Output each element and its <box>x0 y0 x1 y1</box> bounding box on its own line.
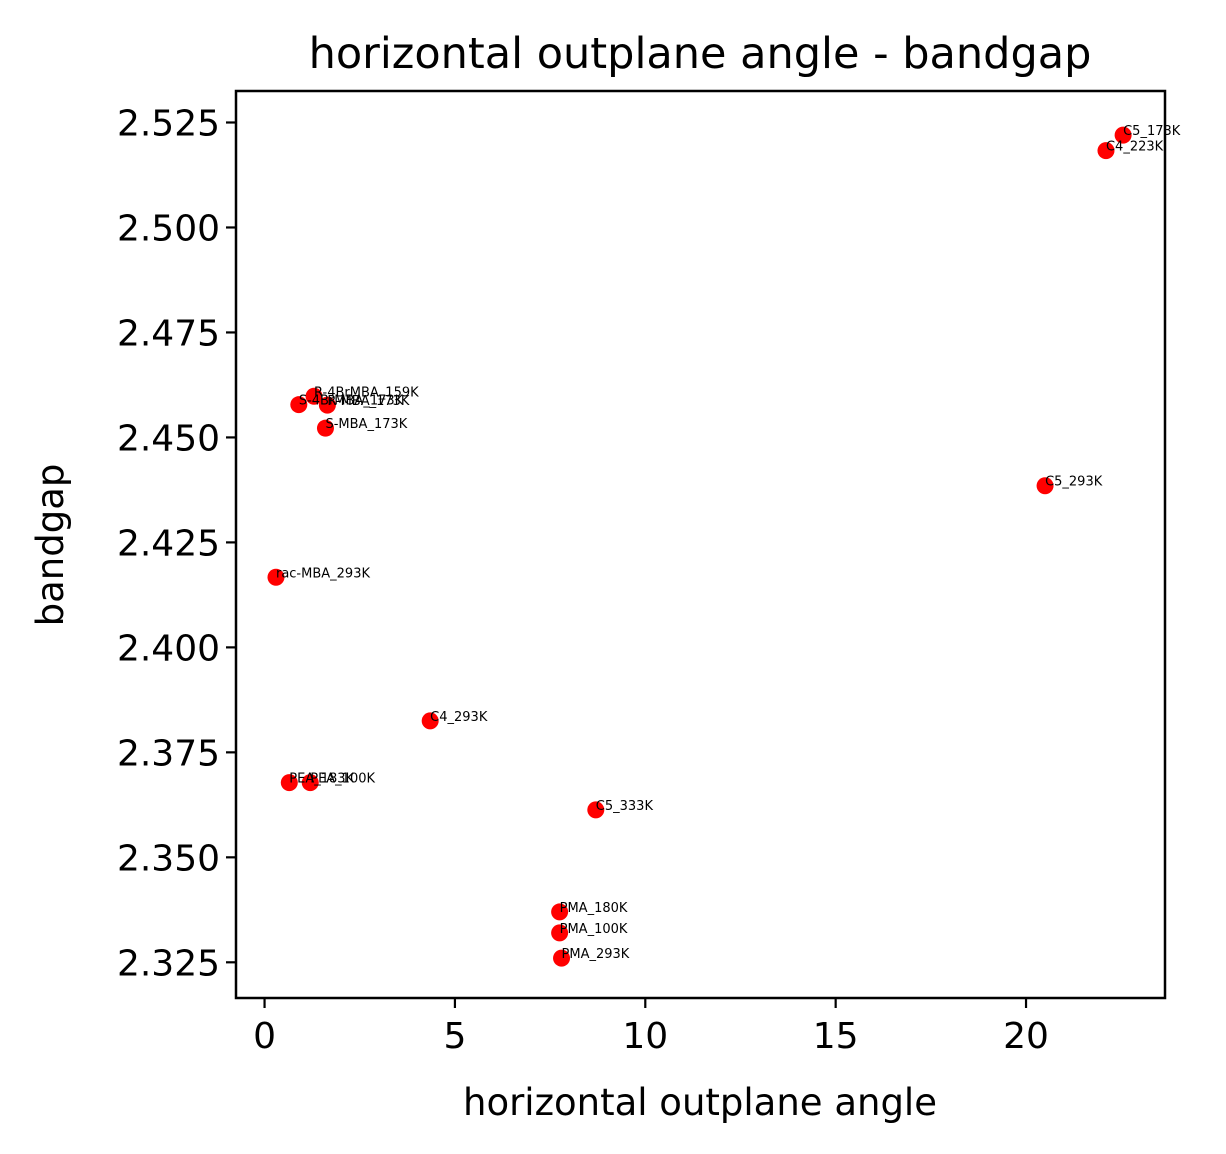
point-label: S-MBA_173K <box>325 417 407 432</box>
data-points <box>267 126 1132 967</box>
y-tick-label: 2.400 <box>117 628 220 669</box>
point-label: PMA_293K <box>562 947 630 962</box>
point-label: R-MBA_173K <box>327 394 410 409</box>
data-point <box>290 396 308 414</box>
x-tick-label: 0 <box>253 1016 276 1057</box>
data-point <box>421 712 439 730</box>
data-point <box>1114 126 1132 144</box>
y-tick-label: 2.450 <box>117 418 220 459</box>
point-label: C4_223K <box>1106 140 1164 155</box>
y-tick-label: 2.375 <box>117 733 220 774</box>
chart-title: horizontal outplane angle - bandgap <box>309 29 1092 79</box>
x-ticks: 0 5 10 15 20 <box>253 998 1049 1057</box>
data-point <box>305 387 323 405</box>
y-tick-label: 2.500 <box>117 208 220 249</box>
y-tick-label: 2.475 <box>117 313 220 354</box>
point-label: PEA_100K <box>310 772 375 787</box>
point-label: PMA_100K <box>560 922 628 937</box>
data-point <box>267 568 285 586</box>
point-label: C5_333K <box>596 799 654 814</box>
y-tick-label: 2.325 <box>117 943 220 984</box>
y-ticks: 2.325 2.350 2.375 2.400 2.425 2.450 2.475 2.500… <box>117 103 236 984</box>
x-tick-label: 20 <box>1003 1016 1049 1057</box>
point-label: S-4BrMBA_173K <box>299 394 404 409</box>
data-point <box>551 903 569 921</box>
data-point <box>1036 477 1054 495</box>
point-label: C5_293K <box>1045 475 1103 490</box>
point-label: PEA_183K <box>289 772 354 787</box>
point-label: PMA_180K <box>560 901 628 916</box>
data-point <box>551 924 569 942</box>
y-axis-label: bandgap <box>29 464 72 627</box>
x-tick-label: 5 <box>443 1016 466 1057</box>
point-label: C5_173K <box>1123 124 1181 139</box>
data-point <box>318 396 336 414</box>
plot-frame <box>234 89 1167 1000</box>
point-label: rac-MBA_293K <box>276 566 370 581</box>
x-axis-label: horizontal outplane angle <box>463 1081 937 1124</box>
y-tick-label: 2.525 <box>117 103 220 144</box>
y-tick-label: 2.350 <box>117 838 220 879</box>
data-point <box>553 949 571 967</box>
data-point <box>280 774 298 792</box>
x-tick-label: 15 <box>813 1016 859 1057</box>
data-point <box>587 801 605 819</box>
point-label: C4_293K <box>430 710 488 725</box>
data-point <box>1097 142 1115 160</box>
data-point <box>316 419 334 437</box>
x-tick-label: 10 <box>622 1016 668 1057</box>
data-point <box>301 774 319 792</box>
y-tick-label: 2.425 <box>117 523 220 564</box>
point-label: R-4BrMBA_159K <box>314 385 419 400</box>
